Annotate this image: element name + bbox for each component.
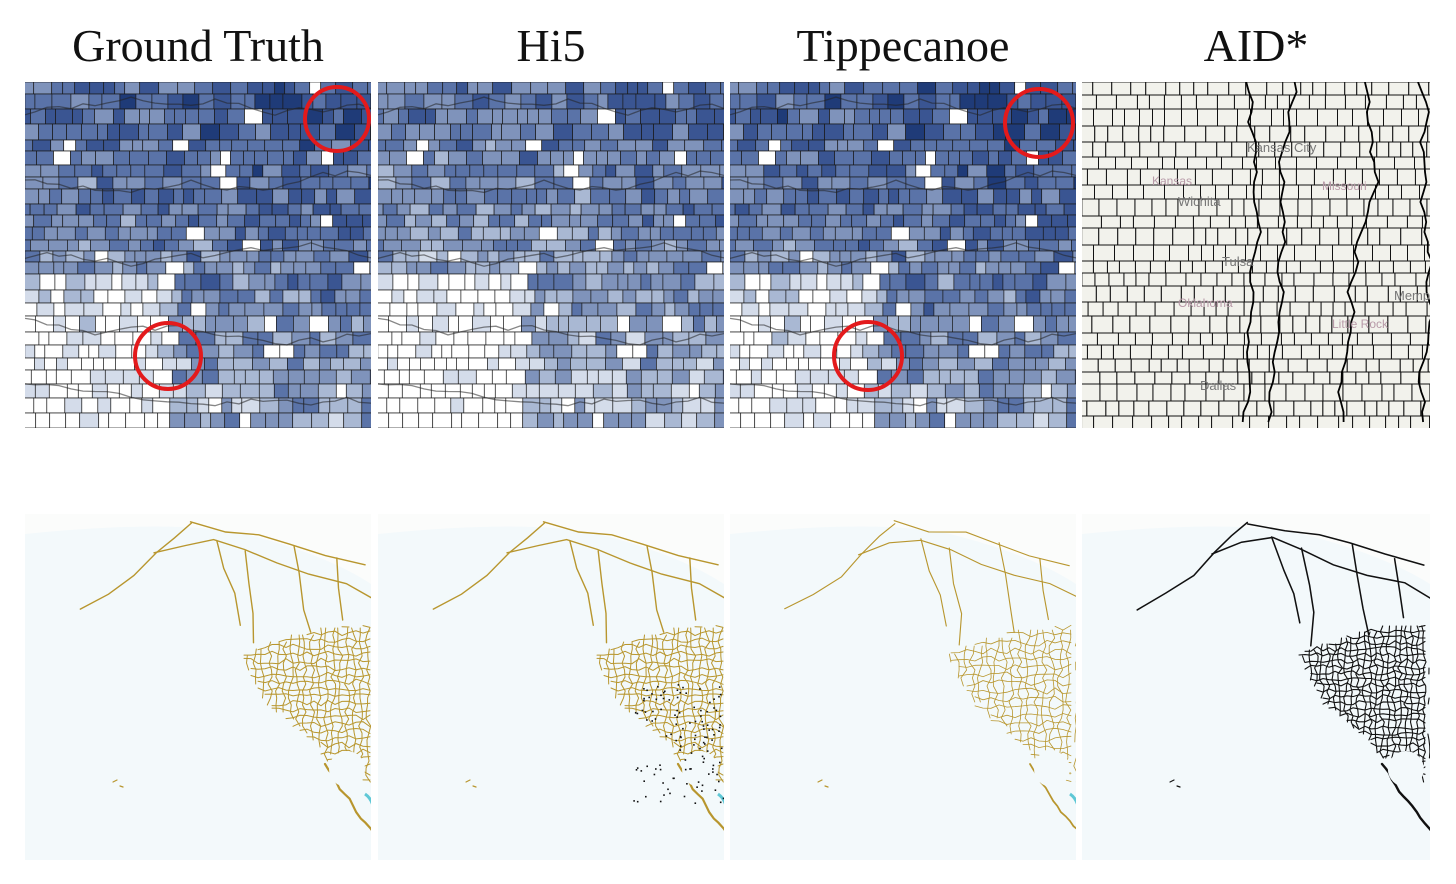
highlight-circle-northeast (1003, 87, 1075, 159)
column-title-ground-truth: Ground Truth (72, 20, 324, 71)
highlight-circle-northeast (303, 85, 371, 153)
city-label: Kansas (1152, 174, 1192, 188)
ground-truth-road-network-map (25, 514, 371, 860)
column-title-hi5: Hi5 (516, 20, 586, 71)
city-label: Tulsa (1222, 254, 1254, 269)
tippecanoe-road-network-map (730, 514, 1076, 860)
city-label: Little Rock (1332, 317, 1389, 331)
tippecanoe-choropleth-map (730, 82, 1076, 428)
city-label: Missouri (1322, 179, 1367, 193)
hi5-choropleth-map (378, 82, 724, 428)
column-title-tippecanoe: Tippecanoe (796, 20, 1010, 71)
city-label: Kansas City (1247, 140, 1317, 155)
city-label: Wichita (1178, 194, 1221, 209)
city-label: Oklahoma (1178, 296, 1233, 310)
city-label: Dallas (1200, 378, 1237, 393)
hi5-road-network-map (378, 514, 724, 860)
aid-county-outline-map: Kansas City Kansas Wichita Tulsa Oklahom… (1082, 82, 1430, 428)
highlight-circle-southwest (832, 320, 904, 392)
highlight-circle-southwest (133, 321, 203, 391)
aid-road-network-map (1082, 514, 1430, 860)
column-title-aid: AID* (1203, 20, 1309, 71)
city-label: Memphis (1394, 288, 1430, 303)
ground-truth-choropleth-map (25, 82, 371, 428)
